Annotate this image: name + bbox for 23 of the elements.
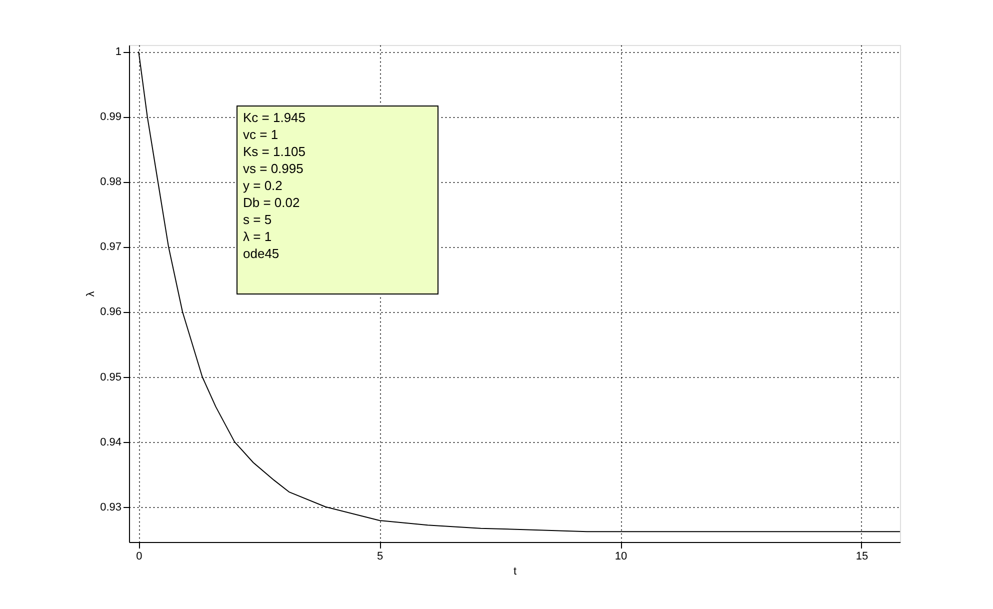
y-tick-label: 0.99 bbox=[100, 111, 122, 124]
x-tick-label: 5 bbox=[377, 550, 384, 562]
x-tick-label: 15 bbox=[856, 550, 868, 562]
x-tick-label: 10 bbox=[614, 550, 628, 562]
x-axis-title: t bbox=[513, 566, 517, 578]
y-tick-label: 0.93 bbox=[100, 501, 122, 514]
annotation: y = 0.2 bbox=[243, 178, 282, 193]
annotation: s = 5 bbox=[243, 212, 272, 227]
x-tick-label: 0 bbox=[136, 550, 142, 562]
y-tick-label: 0.97 bbox=[100, 241, 122, 254]
y-tick-label: 0.94 bbox=[100, 436, 122, 448]
y-tick-label: 0.95 bbox=[100, 371, 122, 384]
annotation: vs = 0.995 bbox=[243, 161, 304, 176]
y-tick-label: 0.98 bbox=[100, 176, 122, 188]
annotation: λ = 1 bbox=[243, 229, 272, 244]
annotation: Db = 0.02 bbox=[243, 195, 300, 210]
annotation: Kc = 1.945 bbox=[243, 110, 306, 125]
y-tick-label: 0.96 bbox=[100, 306, 122, 318]
annotation: ode45 bbox=[243, 246, 280, 261]
annotation: Ks = 1.105 bbox=[243, 144, 306, 159]
y-tick-label: 1 bbox=[115, 46, 122, 58]
y-axis-title: λ bbox=[85, 290, 98, 297]
annotation: vc = 1 bbox=[243, 127, 278, 142]
